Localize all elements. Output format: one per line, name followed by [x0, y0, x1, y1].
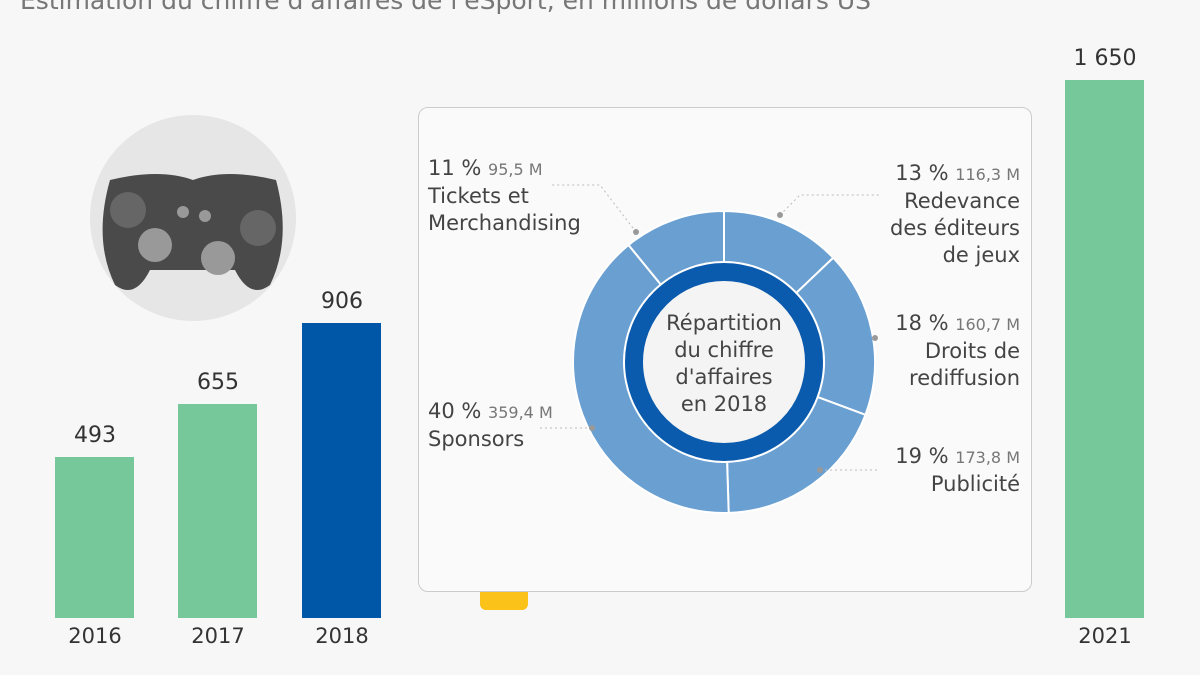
- slice-amount: 359,4 M: [488, 403, 553, 422]
- donut-center-label: du chiffre: [674, 338, 774, 362]
- slice-label: 40 % 359,4 M Sponsors: [428, 398, 553, 453]
- leader-dot: [817, 467, 823, 473]
- donut-inner-ring: [625, 263, 823, 461]
- x-tick-label: 2016: [68, 624, 122, 648]
- bar-value-label: 906: [321, 288, 363, 314]
- donut-center-label: Répartition: [666, 311, 782, 335]
- slice-name: Sponsors: [428, 427, 525, 451]
- donut-slice: [627, 209, 725, 286]
- gamepad-icon: [90, 115, 296, 321]
- slice-amount: 160,7 M: [955, 315, 1020, 334]
- bar-2017: [178, 404, 257, 618]
- slice-percent: 18 %: [895, 311, 949, 335]
- leader-line: [779, 194, 880, 216]
- slice-amount: 116,3 M: [955, 165, 1020, 184]
- slice-name: Redevance: [904, 189, 1020, 213]
- slice-percent: 40 %: [428, 399, 482, 423]
- slice-percent: 11 %: [428, 156, 482, 180]
- slice-label: 19 % 173,8 M Publicité: [895, 443, 1020, 498]
- donut-slice: [572, 243, 730, 514]
- slice-amount: 173,8 M: [955, 448, 1020, 467]
- donut-center-label: en 2018: [681, 392, 767, 416]
- donut-center-label: d'affaires: [675, 365, 772, 389]
- slice-name: rediffusion: [909, 366, 1020, 390]
- bar-2021: [1065, 80, 1144, 618]
- bar-2016: [55, 457, 134, 618]
- bar-2018: [302, 322, 381, 618]
- x-tick-label: 2021: [1078, 624, 1132, 648]
- slice-name: Publicité: [930, 472, 1020, 496]
- slice-name: des éditeurs: [890, 216, 1020, 240]
- slice-name: Merchandising: [428, 211, 581, 235]
- slice-name: Tickets et: [428, 184, 529, 208]
- slice-name: Droits de: [924, 339, 1020, 363]
- slice-percent: 19 %: [895, 444, 949, 468]
- x-tick-label: 2017: [191, 624, 245, 648]
- bar-value-label: 493: [74, 423, 116, 449]
- slice-label: 13 % 116,3 M Redevance des éditeurs de jeux: [890, 160, 1020, 269]
- leader-dot: [872, 335, 878, 341]
- bar-value-label: 655: [197, 370, 239, 396]
- chart-title: Estimation du chiffre d'affaires de l'eS…: [20, 0, 872, 15]
- x-tick-label: 2018: [315, 624, 369, 648]
- leader-dot: [777, 212, 783, 218]
- slice-percent: 13 %: [895, 161, 949, 185]
- slice-amount: 95,5 M: [488, 160, 543, 179]
- bar-value-label: 1 650: [1073, 46, 1137, 71]
- slice-label: 11 % 95,5 M Tickets et Merchandising: [428, 155, 581, 237]
- slice-label: 18 % 160,7 M Droits de rediffusion: [895, 310, 1020, 392]
- leader-dot: [633, 229, 639, 235]
- slice-name: de jeux: [942, 243, 1020, 267]
- leader-dot: [589, 425, 595, 431]
